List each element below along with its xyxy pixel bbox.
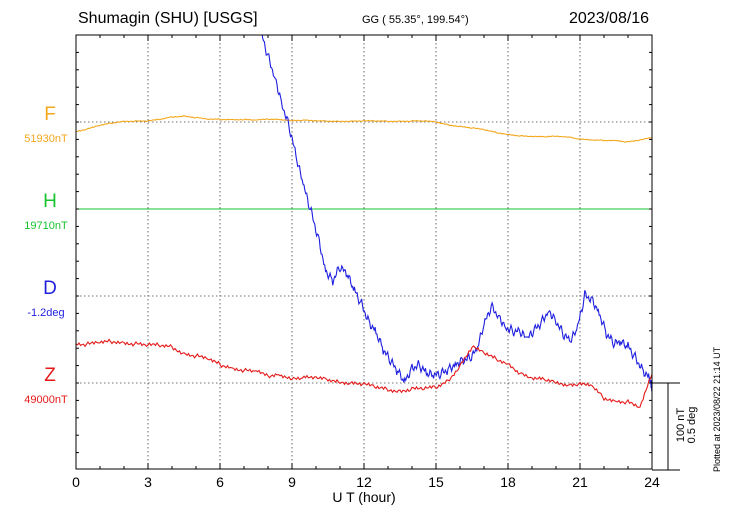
series-name-h: H <box>43 191 57 212</box>
scale-label-nt: 100 nT <box>675 408 687 443</box>
grid <box>76 35 652 469</box>
series-name-d: D <box>43 278 57 299</box>
station-title: Shumagin (SHU) [USGS] <box>78 10 258 27</box>
series-baseline-z: 49000nT <box>24 394 68 406</box>
x-tick-label: 18 <box>500 474 516 490</box>
x-tick-label: 12 <box>356 474 372 490</box>
x-axis-label: U T (hour) <box>332 489 395 505</box>
scale-label-deg: 0.5 deg <box>686 407 698 444</box>
plot-date: 2023/08/16 <box>569 10 650 27</box>
x-tick-label: 3 <box>144 474 152 490</box>
series-line-z <box>76 338 652 408</box>
series-baseline-h: 19710nT <box>24 220 68 232</box>
x-tick-label: 6 <box>216 474 224 490</box>
x-tick-label: 15 <box>428 474 444 490</box>
series-line-f <box>76 115 652 143</box>
x-tick-label: 21 <box>572 474 588 490</box>
series-baseline-f: 51930nT <box>24 133 68 145</box>
series-baseline-d: -1.2deg <box>27 307 64 319</box>
x-tick-label: 24 <box>644 474 660 490</box>
series-line-d <box>261 35 652 392</box>
plotted-timestamp: Plotted at 2023/08/22 21:14 UT <box>712 346 722 472</box>
series-name-f: F <box>44 104 56 125</box>
geo-coordinates: GG ( 55.35°, 199.54°) <box>362 14 469 26</box>
scale-bar: 100 nT 0.5 deg <box>652 382 698 471</box>
x-axis: 0 3 6 9 12 15 18 21 24 <box>72 34 660 490</box>
x-tick-label: 9 <box>288 474 296 490</box>
x-tick-label: 0 <box>72 474 80 490</box>
series-labels: F 51930nT H 19710nT D -1.2deg Z 49000nT <box>24 104 68 406</box>
series-name-z: Z <box>44 365 56 386</box>
series-lines <box>76 35 652 408</box>
